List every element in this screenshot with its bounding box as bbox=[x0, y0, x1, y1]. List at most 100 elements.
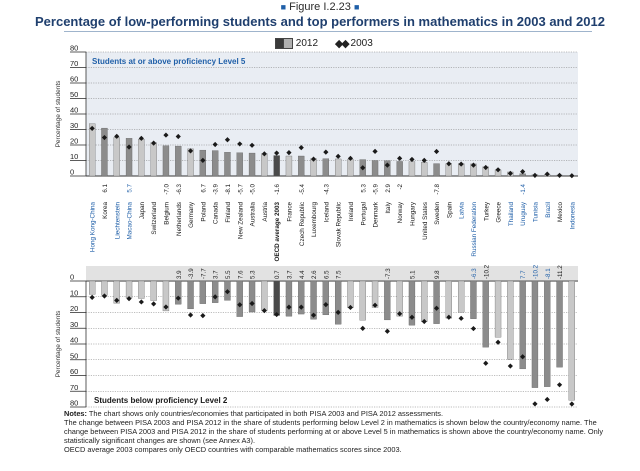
note-line-1: The chart shows only countries/economies… bbox=[88, 409, 444, 418]
low-change-label: -8.1 bbox=[545, 268, 552, 279]
top-2003-marker bbox=[126, 144, 132, 150]
top-2003-marker bbox=[372, 148, 378, 154]
low-change-label: 5.5 bbox=[225, 270, 232, 279]
bottom-bar bbox=[384, 280, 391, 321]
square-bullet-icon: ■ bbox=[353, 2, 360, 12]
category-label: Belgium bbox=[163, 202, 170, 225]
top-2003-marker bbox=[163, 132, 169, 138]
top-2003-marker bbox=[200, 157, 206, 163]
category-label: Ireland bbox=[348, 202, 355, 222]
category-label: Brazil bbox=[545, 202, 552, 218]
bottom-ytick-label: 30 bbox=[70, 320, 78, 329]
category-label: Czech Republic bbox=[299, 202, 306, 246]
bottom-ytick-label: 10 bbox=[70, 288, 78, 297]
bottom-2003-marker bbox=[446, 314, 452, 320]
top-bar bbox=[236, 152, 243, 177]
category-label: Luxembourg bbox=[311, 202, 318, 238]
top-2003-marker bbox=[261, 151, 267, 157]
legend-diamond-icon: ◆◆ bbox=[334, 38, 350, 50]
bottom-2003-marker bbox=[347, 304, 354, 311]
top-2003-marker bbox=[532, 172, 538, 178]
top-bar bbox=[113, 137, 120, 177]
bottom-ytick-label: 50 bbox=[70, 351, 78, 360]
figure-label: ■ Figure I.2.23 ■ bbox=[0, 1, 640, 13]
low-change-label: -6.3 bbox=[471, 268, 478, 279]
low-change-label: 3.7 bbox=[213, 270, 220, 279]
bottom-bar bbox=[396, 280, 403, 317]
bottom-2003-marker bbox=[175, 295, 181, 301]
bottom-2003-marker bbox=[372, 302, 378, 308]
top-2003-marker bbox=[101, 134, 108, 141]
top-2003-marker bbox=[249, 142, 255, 148]
bottom-2003-marker bbox=[249, 300, 255, 307]
low-change-band bbox=[86, 266, 578, 280]
top-2003-marker bbox=[360, 165, 366, 171]
top-change-label: -2 bbox=[397, 183, 404, 189]
bottom-bar bbox=[248, 280, 256, 313]
low-change-label: -7.7 bbox=[200, 268, 207, 279]
bottom-bar bbox=[162, 280, 170, 312]
bottom-bar bbox=[298, 280, 305, 315]
top-bar bbox=[285, 155, 293, 177]
bottom-bar bbox=[556, 280, 563, 368]
low-change-label: 7.7 bbox=[520, 270, 527, 279]
bottom-2003-marker bbox=[397, 311, 403, 317]
bottom-bar bbox=[138, 280, 145, 299]
bottom-bar bbox=[494, 280, 502, 338]
top-2003-marker bbox=[483, 164, 489, 171]
category-label: Korea bbox=[102, 202, 109, 219]
bottom-2003-marker bbox=[114, 297, 120, 303]
top-change-label: -4.3 bbox=[323, 183, 330, 194]
top-2003-marker bbox=[347, 155, 354, 161]
notes-heading: Notes: bbox=[64, 409, 87, 418]
top-2003-marker bbox=[556, 172, 563, 178]
top-2003-marker bbox=[274, 150, 280, 156]
low-change-label: 5.3 bbox=[250, 270, 257, 279]
category-label: Denmark bbox=[373, 201, 380, 227]
bottom-2003-marker bbox=[433, 305, 440, 311]
category-label: Macao-China bbox=[127, 202, 134, 240]
category-label: Turkey bbox=[483, 201, 490, 221]
top-2003-marker bbox=[470, 162, 477, 168]
category-label: OECD average 2003 bbox=[274, 202, 281, 262]
top-change-label: 2.9 bbox=[385, 183, 392, 192]
category-label: Greece bbox=[496, 202, 503, 223]
top-bar bbox=[322, 158, 330, 177]
low-change-label: -10.2 bbox=[483, 264, 490, 279]
bottom-2003-marker bbox=[298, 304, 304, 310]
top-change-label: -6.3 bbox=[176, 183, 183, 194]
bottom-bar bbox=[359, 280, 366, 321]
bottom-2003-marker bbox=[187, 312, 194, 318]
note-line-3: OECD average 2003 compares only OECD cou… bbox=[64, 445, 402, 454]
bottom-2003-marker bbox=[126, 296, 132, 302]
category-label: Netherlands bbox=[176, 202, 183, 236]
bottom-bar bbox=[236, 280, 243, 317]
bottom-2003-marker bbox=[212, 294, 218, 300]
low-change-label: -10.2 bbox=[532, 264, 539, 279]
bottom-2003-marker bbox=[458, 315, 464, 321]
category-label: Poland bbox=[200, 202, 207, 222]
bottom-2003-marker bbox=[101, 293, 108, 299]
bottom-bar bbox=[544, 280, 551, 387]
low-change-label: -7.3 bbox=[385, 268, 392, 279]
note-line-2: The change between PISA 2003 and PISA 20… bbox=[64, 418, 604, 445]
top-change-label: -5.7 bbox=[237, 183, 244, 194]
top-2003-marker bbox=[89, 125, 95, 132]
category-label: Russian Federation bbox=[471, 202, 478, 257]
low-change-label: 3.7 bbox=[286, 270, 293, 279]
chart-area: 0 10 20 30 40 50 60 70 80 0 10 20 30 40 50 60 70 80 Percen… bbox=[55, 44, 578, 408]
bottom-2003-marker bbox=[224, 289, 231, 295]
top-2003-marker bbox=[495, 167, 501, 173]
top-ytick-label: 20 bbox=[70, 137, 78, 146]
bottom-bar bbox=[433, 280, 440, 324]
top-2003-marker bbox=[323, 149, 329, 155]
category-label: Norway bbox=[397, 201, 404, 223]
top-change-label: -7.0 bbox=[163, 183, 170, 194]
top-2003-marker bbox=[286, 149, 292, 156]
top-bar bbox=[162, 145, 170, 177]
top-bar bbox=[101, 127, 108, 177]
bottom-bar bbox=[89, 280, 96, 295]
top-change-label: -3.9 bbox=[213, 183, 220, 194]
bottom-2003-marker bbox=[409, 314, 415, 320]
bottom-ytick-label: 40 bbox=[70, 336, 78, 345]
